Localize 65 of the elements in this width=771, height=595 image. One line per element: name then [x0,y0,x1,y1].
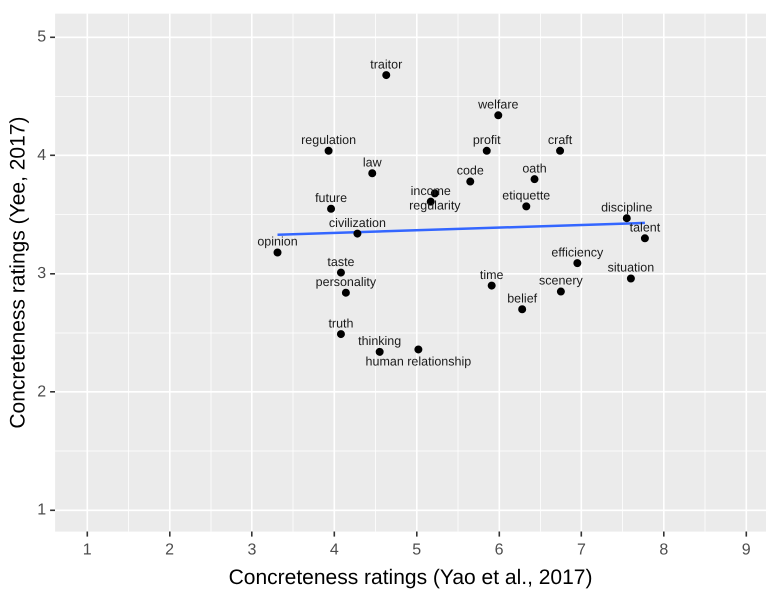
point [494,111,502,120]
annotation: taste [327,254,355,269]
point [368,169,376,178]
x-tick-label: 6 [494,542,504,559]
point [518,305,526,314]
x-tick-label: 3 [248,542,257,559]
y-axis-title: Concreteness ratings (Yee, 2017) [6,116,30,429]
x-tick-label: 8 [659,542,668,559]
point [336,330,345,338]
annotation: civilization [328,216,386,230]
x-tick-label: 9 [742,542,751,559]
x-tick-label: 5 [412,542,422,559]
point [353,230,362,238]
point [414,345,422,354]
annotation: scenery [538,274,584,288]
point [336,268,345,277]
x-axis-title: Concreteness ratings (Yao et al., 2017) [228,566,592,590]
point [626,274,635,283]
point [274,248,282,256]
annotation: time [480,268,504,282]
annotation: talent [630,220,661,235]
y-tick-label: 3 [37,265,46,282]
annotation: craft [548,132,573,147]
annotation: efficiency [551,245,604,260]
annotation: human relationship [366,354,472,369]
point [376,348,384,356]
x-tick-label: 4 [330,542,339,559]
annotation: welfare [477,98,518,112]
y-tick-label: 4 [37,146,46,164]
annotation: personality [316,274,377,289]
point [466,178,474,186]
annotation: etiquette [502,188,550,203]
y-tick-label: 2 [37,383,46,400]
point [382,71,390,80]
y-tick-label: 1 [37,502,46,519]
x-tick-label: 7 [577,542,586,559]
annotation: opinion [257,234,298,249]
annotation: thinking [358,334,402,348]
annotation: belief [507,291,538,306]
x-tick-label: 1 [82,542,92,559]
point [324,146,333,155]
x-tick-label: 2 [165,542,174,559]
point [342,288,350,297]
annotation: truth [328,316,354,330]
point [482,146,491,155]
annotation: law [362,155,383,170]
point [622,214,631,222]
point [573,259,582,268]
annotation: situation [608,260,654,275]
annotation: oath [522,161,547,176]
annotation: future [315,190,348,205]
annotation: discipline [601,200,653,214]
annotation: regulation [301,132,356,147]
y-tick-label: 5 [37,28,46,46]
point [556,288,565,296]
annotation: profit [472,132,502,147]
point [327,204,336,213]
annotation: traitor [370,57,402,72]
point [522,202,530,210]
point [556,146,564,155]
point [640,234,649,242]
point [488,282,496,290]
annotation: regularity [409,198,462,213]
point [530,175,539,184]
annotation: code [456,164,484,178]
